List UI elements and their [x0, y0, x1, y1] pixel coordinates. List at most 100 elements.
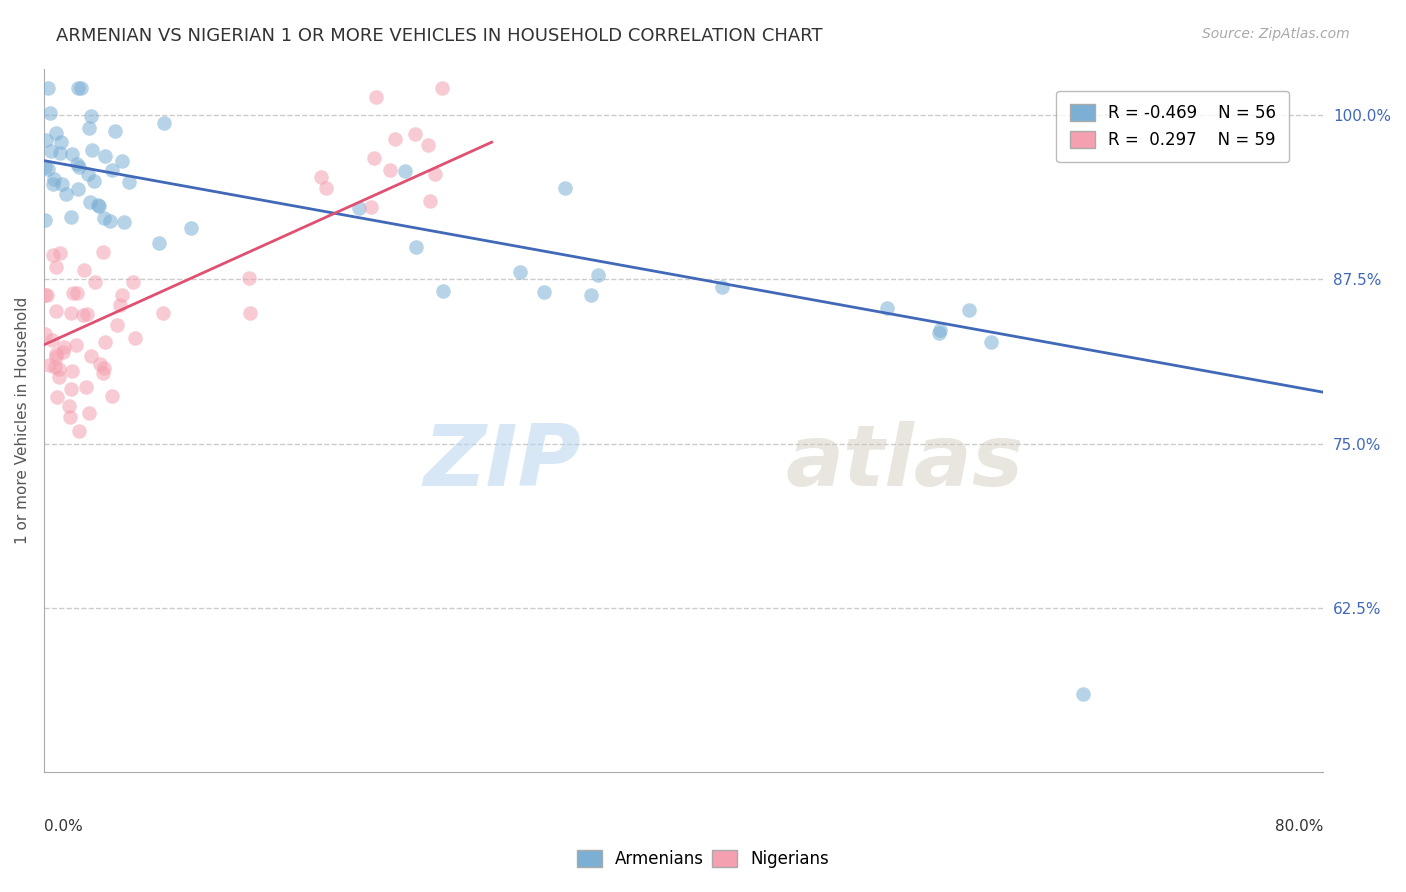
Point	[94, 334, 117, 349]
Point	[34, 288, 56, 302]
Point	[45, 350, 67, 364]
Point	[35, 133, 58, 147]
Point	[38, 358, 60, 372]
Point	[45, 390, 67, 404]
Point	[533, 285, 555, 299]
Point	[710, 279, 733, 293]
Point	[554, 180, 576, 194]
Point	[1073, 686, 1095, 700]
Point	[80, 349, 103, 363]
Point	[52, 340, 75, 354]
Point	[73, 263, 96, 277]
Point	[89, 199, 111, 213]
Point	[378, 162, 401, 177]
Point	[86, 198, 108, 212]
Point	[111, 288, 134, 302]
Point	[347, 202, 370, 216]
Point	[79, 120, 101, 135]
Text: ARMENIAN VS NIGERIAN 1 OR MORE VEHICLES IN HOUSEHOLD CORRELATION CHART: ARMENIAN VS NIGERIAN 1 OR MORE VEHICLES …	[56, 27, 823, 45]
Point	[404, 127, 426, 141]
Point	[34, 326, 56, 341]
Point	[364, 90, 387, 104]
Point	[67, 81, 90, 95]
Point	[79, 194, 101, 209]
Point	[39, 144, 62, 158]
Point	[586, 268, 609, 283]
Point	[44, 359, 66, 374]
Point	[77, 167, 100, 181]
Point	[67, 182, 90, 196]
Point	[37, 161, 59, 176]
Point	[928, 326, 950, 340]
Legend: Armenians, Nigerians: Armenians, Nigerians	[569, 843, 837, 875]
Point	[65, 338, 87, 352]
Text: ZIP: ZIP	[423, 421, 581, 504]
Point	[180, 220, 202, 235]
Point	[44, 171, 66, 186]
Point	[55, 186, 77, 201]
Point	[59, 306, 82, 320]
Point	[121, 275, 143, 289]
Point	[579, 288, 602, 302]
Point	[76, 307, 98, 321]
Point	[79, 406, 101, 420]
Point	[51, 177, 73, 191]
Point	[42, 177, 65, 191]
Point	[41, 333, 63, 347]
Point	[49, 246, 72, 260]
Point	[62, 364, 84, 378]
Point	[34, 160, 56, 174]
Point	[957, 302, 980, 317]
Point	[34, 213, 56, 227]
Point	[35, 288, 58, 302]
Point	[58, 399, 80, 413]
Point	[83, 275, 105, 289]
Point	[62, 286, 84, 301]
Point	[394, 164, 416, 178]
Point	[430, 81, 453, 95]
Point	[91, 366, 114, 380]
Point	[148, 235, 170, 250]
Point	[60, 210, 83, 224]
Point	[66, 285, 89, 300]
Point	[67, 160, 90, 174]
Point	[93, 211, 115, 225]
Point	[419, 194, 441, 208]
Point	[111, 153, 134, 168]
Point	[980, 335, 1002, 350]
Point	[98, 214, 121, 228]
Point	[45, 304, 67, 318]
Point	[49, 135, 72, 149]
Point	[80, 144, 103, 158]
Point	[48, 362, 70, 376]
Point	[83, 174, 105, 188]
Text: 80.0%: 80.0%	[1275, 819, 1323, 833]
Point	[363, 151, 385, 165]
Point	[41, 248, 63, 262]
Point	[37, 81, 59, 95]
Point	[112, 214, 135, 228]
Point	[49, 145, 72, 160]
Point	[360, 200, 382, 214]
Point	[93, 361, 115, 376]
Legend: R = -0.469    N = 56, R =  0.297    N = 59: R = -0.469 N = 56, R = 0.297 N = 59	[1056, 91, 1289, 162]
Point	[45, 347, 67, 361]
Point	[416, 138, 439, 153]
Point	[45, 126, 67, 140]
Y-axis label: 1 or more Vehicles in Household: 1 or more Vehicles in Household	[15, 297, 30, 544]
Point	[384, 132, 406, 146]
Point	[101, 162, 124, 177]
Text: atlas: atlas	[786, 421, 1024, 504]
Point	[104, 124, 127, 138]
Point	[425, 168, 447, 182]
Point	[405, 240, 427, 254]
Point	[91, 245, 114, 260]
Point	[48, 370, 70, 384]
Point	[929, 323, 952, 337]
Point	[124, 331, 146, 345]
Point	[80, 109, 103, 123]
Point	[108, 298, 131, 312]
Point	[59, 409, 82, 424]
Point	[70, 81, 93, 95]
Point	[152, 306, 174, 320]
